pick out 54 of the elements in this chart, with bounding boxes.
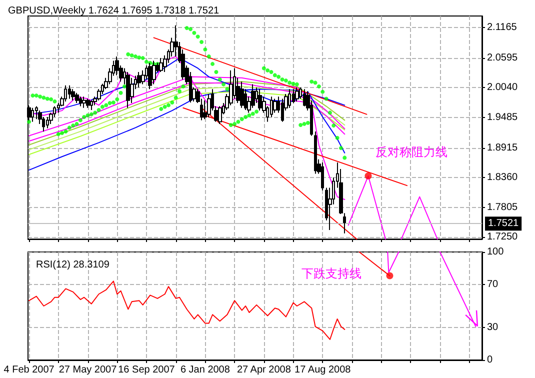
candlestick [31,107,34,122]
candlestick [251,84,255,108]
candlestick [218,106,222,124]
candlestick [229,70,233,106]
candlestick [314,130,317,174]
candlestick [148,62,152,90]
candlestick [159,58,163,72]
x-tick-label: 6 Jan 2008 [180,364,230,376]
y-tick-label: 1.7250 [487,232,518,242]
line-series [28,280,346,340]
candlestick [288,88,291,108]
candlestick [71,88,75,101]
annotation: 反对称阻力线 [375,145,448,160]
candlestick [240,81,244,108]
y-tick-label: 1.9485 [487,112,518,123]
x-tick-label: 27 May 2007 [58,364,118,376]
line-series [28,76,346,136]
candlestick [292,88,295,104]
x-tick-label: 16 Sep 2007 [118,364,176,376]
y-tick-label: 1.7805 [487,202,518,213]
candlestick [273,98,277,114]
x-tick-label: 17 Aug 2008 [294,364,352,376]
candlestick [86,98,90,108]
chart-title: GBPUSD,Weekly 1.7624 1.7695 1.7318 1.7521 [8,6,220,16]
candlestick [303,88,306,107]
x-tick-label: 27 Apr 2008 [236,364,292,376]
y-tick-label: 2.0040 [487,82,518,94]
candlestick [126,71,130,108]
annotation: 下跌支持线 [301,266,362,281]
y-tick-label: 2.0595 [487,52,518,64]
candlestick [137,71,141,88]
candlestick [82,96,86,108]
candlestick [141,70,145,85]
candlestick [207,93,211,118]
candlestick [35,106,38,120]
y-tick-label: 2.1165 [487,22,518,33]
ref-line-label: 1.7521 [488,218,520,230]
y-tick-label: 70 [487,278,499,290]
candlestick [90,100,93,111]
candlestick [68,84,71,100]
y-tick-label: 1.8915 [487,142,518,154]
x-tick-label: 4 Feb 2007 [4,364,55,376]
candlestick [281,98,284,122]
y-tick-label: 0 [487,354,493,366]
text: RSI(12) 28.3109 [36,260,110,270]
candlestick [295,87,299,102]
candlestick [321,162,324,191]
candlestick [75,92,79,104]
y-tick-label: 1.8360 [487,172,518,184]
candlestick [79,96,82,107]
y-tick-label: 100 [487,246,504,258]
candlestick [46,116,49,129]
y-tick-label: 30 [487,322,499,334]
candlestick [258,88,262,112]
